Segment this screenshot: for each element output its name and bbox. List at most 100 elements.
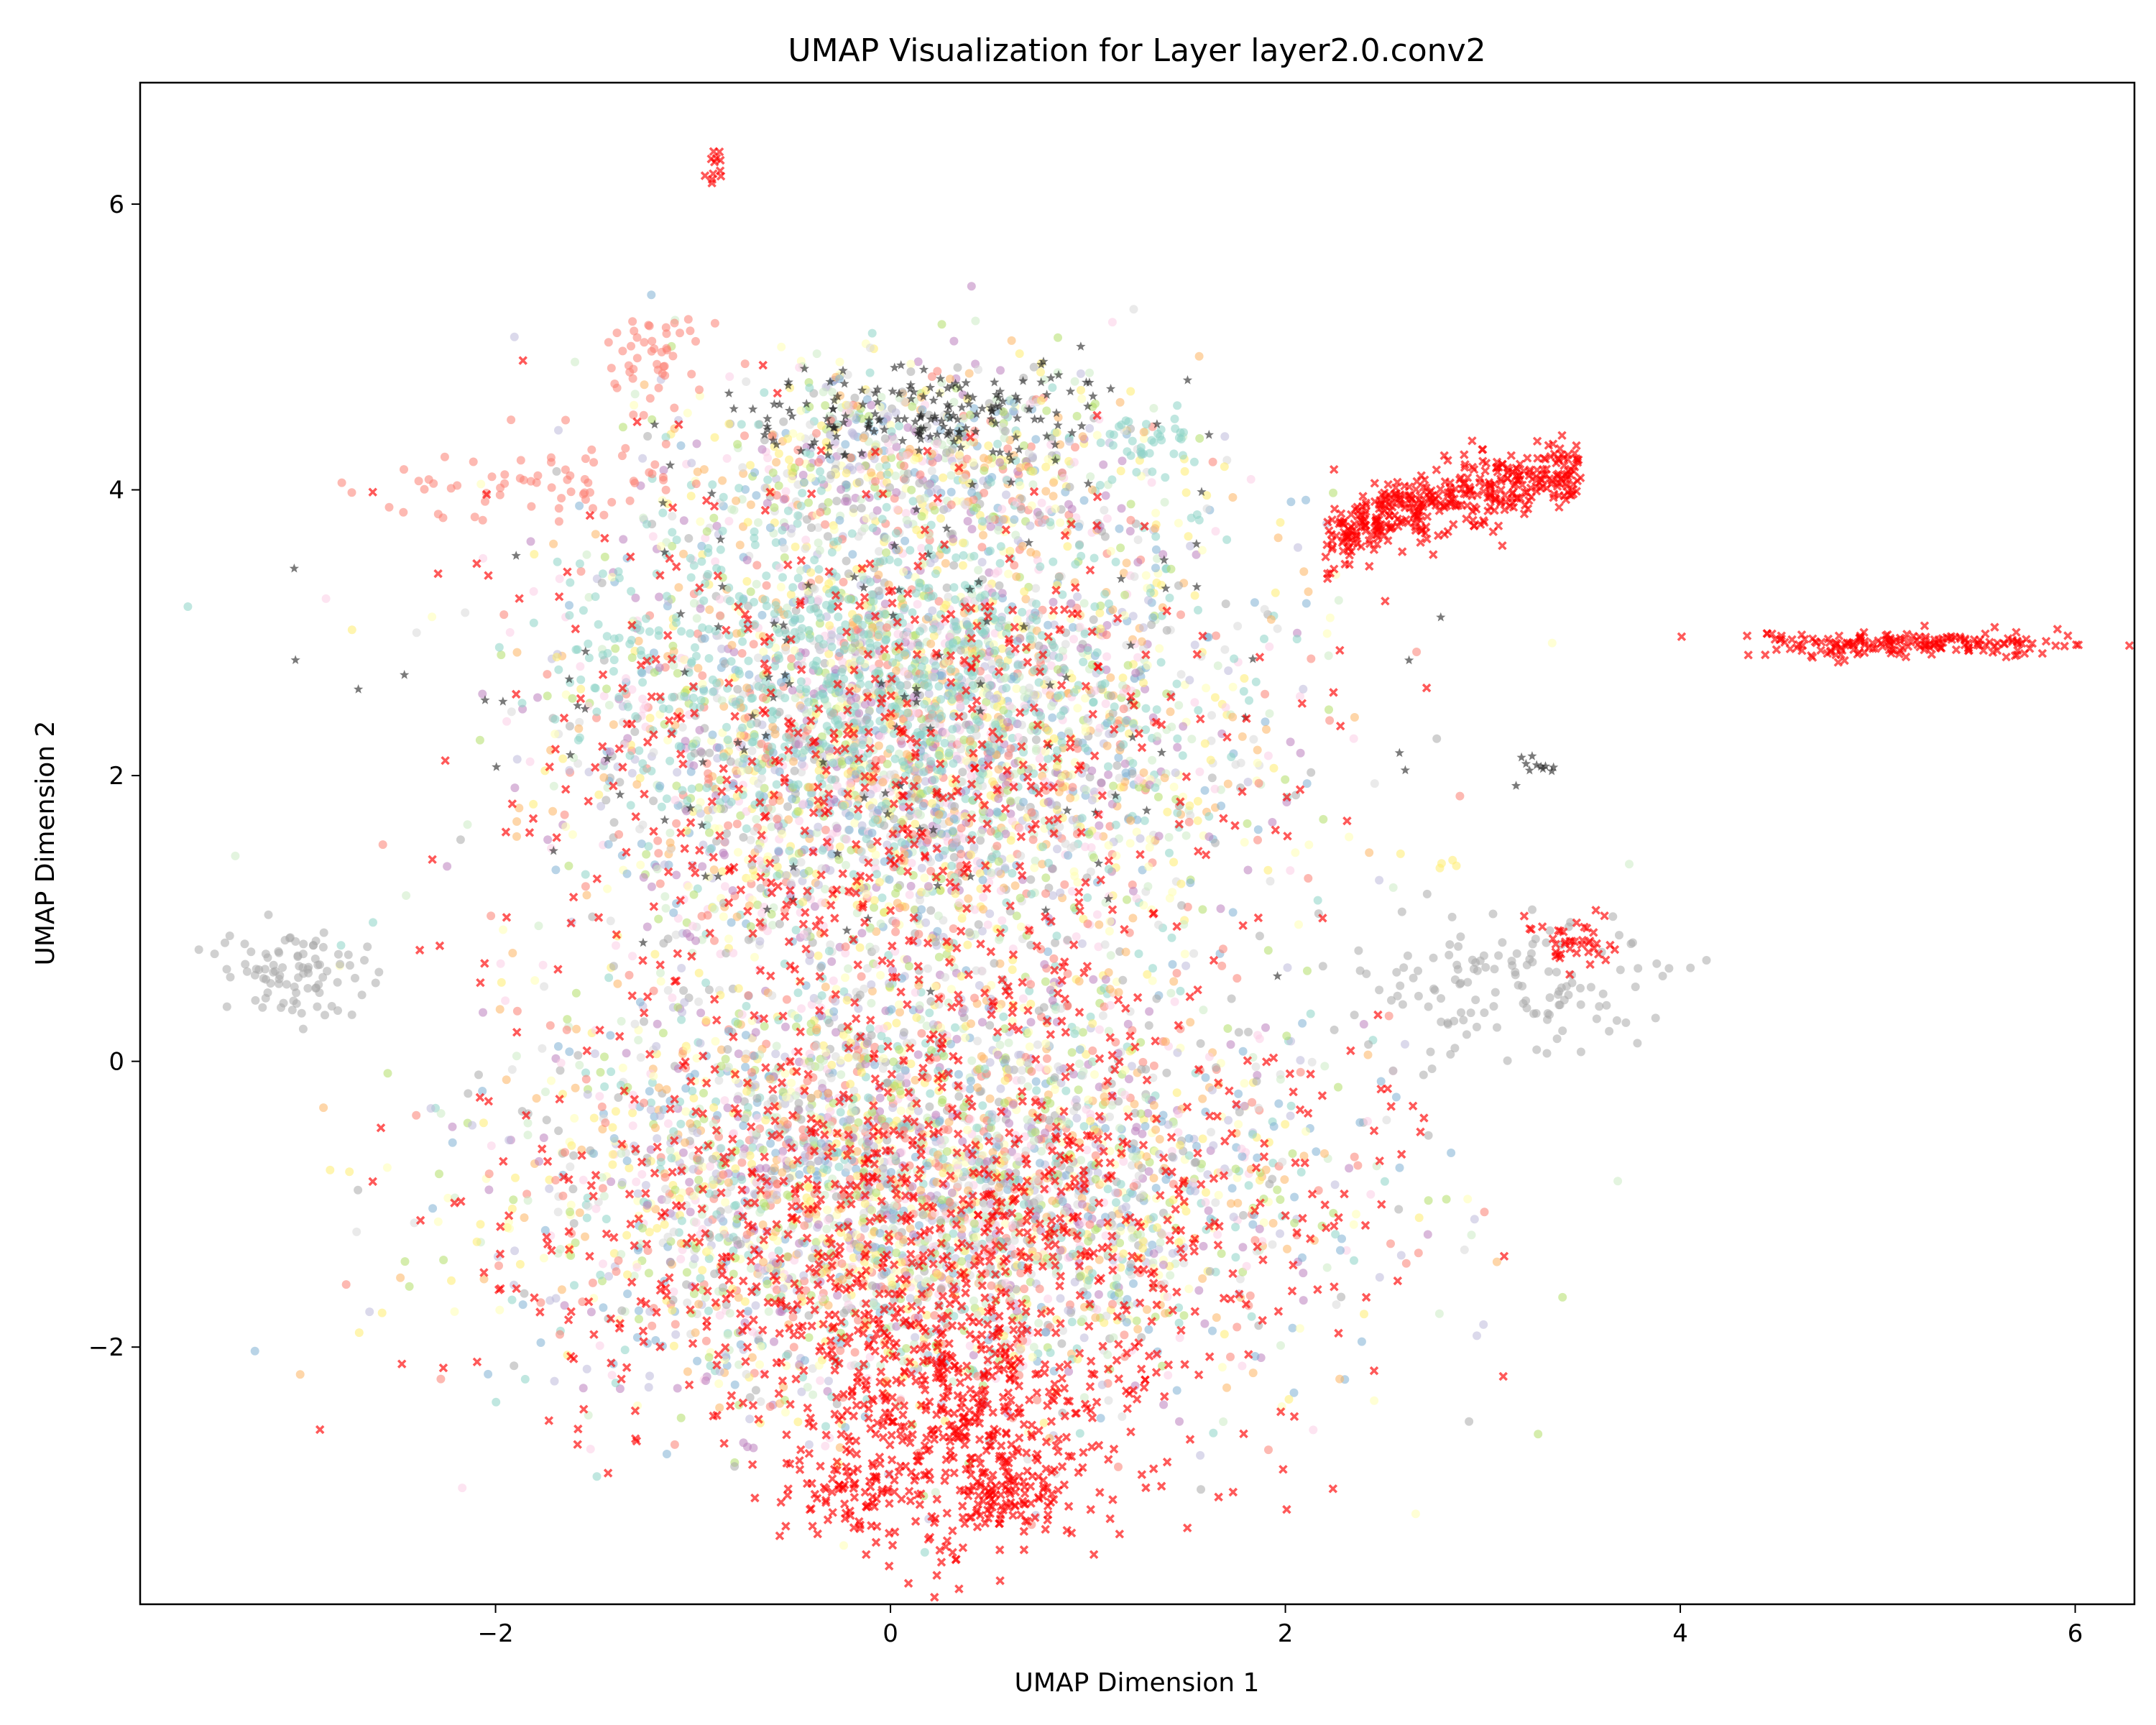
data-point-main-upper — [949, 814, 959, 824]
data-point-main-upper — [994, 794, 1003, 804]
data-point-main-upper — [1139, 623, 1148, 632]
data-point-main-lower — [1222, 1383, 1231, 1392]
data-point-main-upper — [978, 769, 987, 778]
data-point-main-lower — [484, 1185, 494, 1195]
data-point-main-upper — [983, 920, 992, 929]
data-point-main-upper — [1160, 773, 1169, 783]
data-point-main-upper — [1325, 705, 1333, 714]
data-point-main-upper — [549, 539, 558, 548]
data-point-main-upper — [1174, 701, 1184, 710]
data-point-main-lower — [750, 1052, 759, 1061]
data-point-main-lower — [1363, 1050, 1373, 1059]
data-point-main-lower — [715, 1311, 724, 1320]
data-point-main-upper — [1077, 939, 1087, 948]
data-point-main-lower — [520, 1213, 529, 1223]
data-point-main-upper — [666, 845, 676, 854]
data-point-main-upper — [476, 479, 486, 489]
data-point-main-upper — [1263, 946, 1273, 955]
data-point-main-upper — [1154, 920, 1163, 929]
data-point-main-upper — [1292, 635, 1302, 644]
data-point-main-upper — [1249, 735, 1258, 744]
data-point-main-upper — [1158, 550, 1168, 559]
data-point-main-upper — [1026, 548, 1036, 557]
data-point-main-upper — [754, 845, 763, 853]
data-point-main-upper — [780, 553, 789, 562]
data-point-main-upper — [603, 884, 612, 893]
data-point-main-upper — [1296, 691, 1304, 701]
data-point-main-upper — [1547, 638, 1557, 648]
data-point-main-upper — [1253, 758, 1262, 768]
data-point-main-upper — [1185, 676, 1194, 685]
data-point-main-upper — [966, 850, 975, 860]
data-point-main-lower — [723, 1330, 732, 1340]
data-point-main-upper — [1253, 835, 1262, 845]
data-point-main-upper — [1074, 977, 1084, 986]
data-point-main-upper — [512, 755, 522, 764]
data-point-main-upper — [456, 835, 465, 845]
data-point-main-lower — [448, 1122, 457, 1131]
data-point-main-upper — [1079, 658, 1088, 666]
data-point-main-upper — [980, 488, 989, 497]
data-point-main-upper — [1041, 889, 1050, 898]
data-point-main-upper — [834, 612, 843, 622]
data-point-main-upper — [1051, 938, 1060, 947]
data-point-main-upper — [648, 532, 658, 541]
data-point-main-upper — [656, 977, 665, 986]
data-point-main-lower — [804, 1333, 814, 1342]
data-point-main-upper — [1176, 879, 1186, 888]
data-point-main-lower — [1274, 1099, 1284, 1108]
data-point-main-lower — [1176, 986, 1185, 995]
data-point-main-lower — [1064, 1367, 1074, 1376]
data-point-main-upper — [1151, 545, 1161, 554]
data-point-main-upper — [622, 674, 630, 683]
data-point-main-lower — [1096, 1414, 1105, 1423]
data-point-main-upper — [1064, 851, 1073, 860]
data-point-main-upper — [1068, 783, 1077, 792]
data-point-main-lower — [737, 1010, 747, 1019]
data-point-main-upper — [724, 821, 733, 830]
data-point-main-lower — [1138, 1057, 1148, 1067]
data-point-main-lower — [1370, 1396, 1379, 1405]
data-point-main-upper — [1313, 896, 1322, 905]
data-point-main-upper — [1004, 751, 1013, 760]
data-point-main-upper — [844, 825, 854, 834]
data-point-main-upper — [893, 898, 902, 908]
data-point-main-upper — [530, 550, 539, 559]
data-point-main-lower — [725, 1309, 734, 1318]
data-point-main-upper — [1220, 645, 1230, 654]
data-point-main-upper — [499, 610, 509, 620]
data-point-main-lower — [1352, 1210, 1360, 1219]
data-point-main-upper — [842, 860, 850, 870]
data-point-main-upper — [568, 830, 577, 840]
data-points — [183, 147, 2134, 1602]
data-point-main-upper — [1217, 801, 1226, 811]
data-point-main-upper — [814, 822, 823, 832]
data-point-main-upper — [709, 865, 719, 875]
data-point-main-upper — [805, 783, 814, 792]
data-point-main-upper — [1038, 842, 1047, 852]
data-point-main-lower — [448, 1138, 457, 1147]
data-point-main-lower — [608, 1160, 617, 1169]
data-point-main-lower — [1029, 1343, 1038, 1352]
data-point-main-upper — [1304, 840, 1314, 850]
data-point-main-lower — [1026, 1018, 1036, 1027]
data-point-main-upper — [1153, 792, 1163, 801]
data-point-main-upper — [663, 934, 673, 944]
data-point-main-lower — [819, 1164, 829, 1173]
data-point-main-upper — [1040, 960, 1049, 969]
data-point-main-upper — [986, 827, 995, 836]
data-point-main-lower — [775, 919, 784, 929]
data-point-main-lower — [1226, 1040, 1235, 1049]
data-point-main-upper — [845, 811, 854, 820]
data-point-main-upper — [1004, 1038, 1013, 1047]
data-point-main-upper — [849, 731, 858, 740]
data-point-main-lower — [1031, 1077, 1041, 1086]
data-point-main-upper — [1077, 385, 1085, 395]
data-point-main-upper — [1261, 717, 1270, 727]
data-point-main-lower — [1391, 1092, 1401, 1102]
data-point-main-upper — [671, 930, 681, 939]
data-point-main-upper — [644, 842, 653, 851]
data-point-main-upper — [744, 935, 753, 944]
data-point-main-upper — [649, 796, 658, 806]
data-point-main-upper — [934, 597, 944, 606]
